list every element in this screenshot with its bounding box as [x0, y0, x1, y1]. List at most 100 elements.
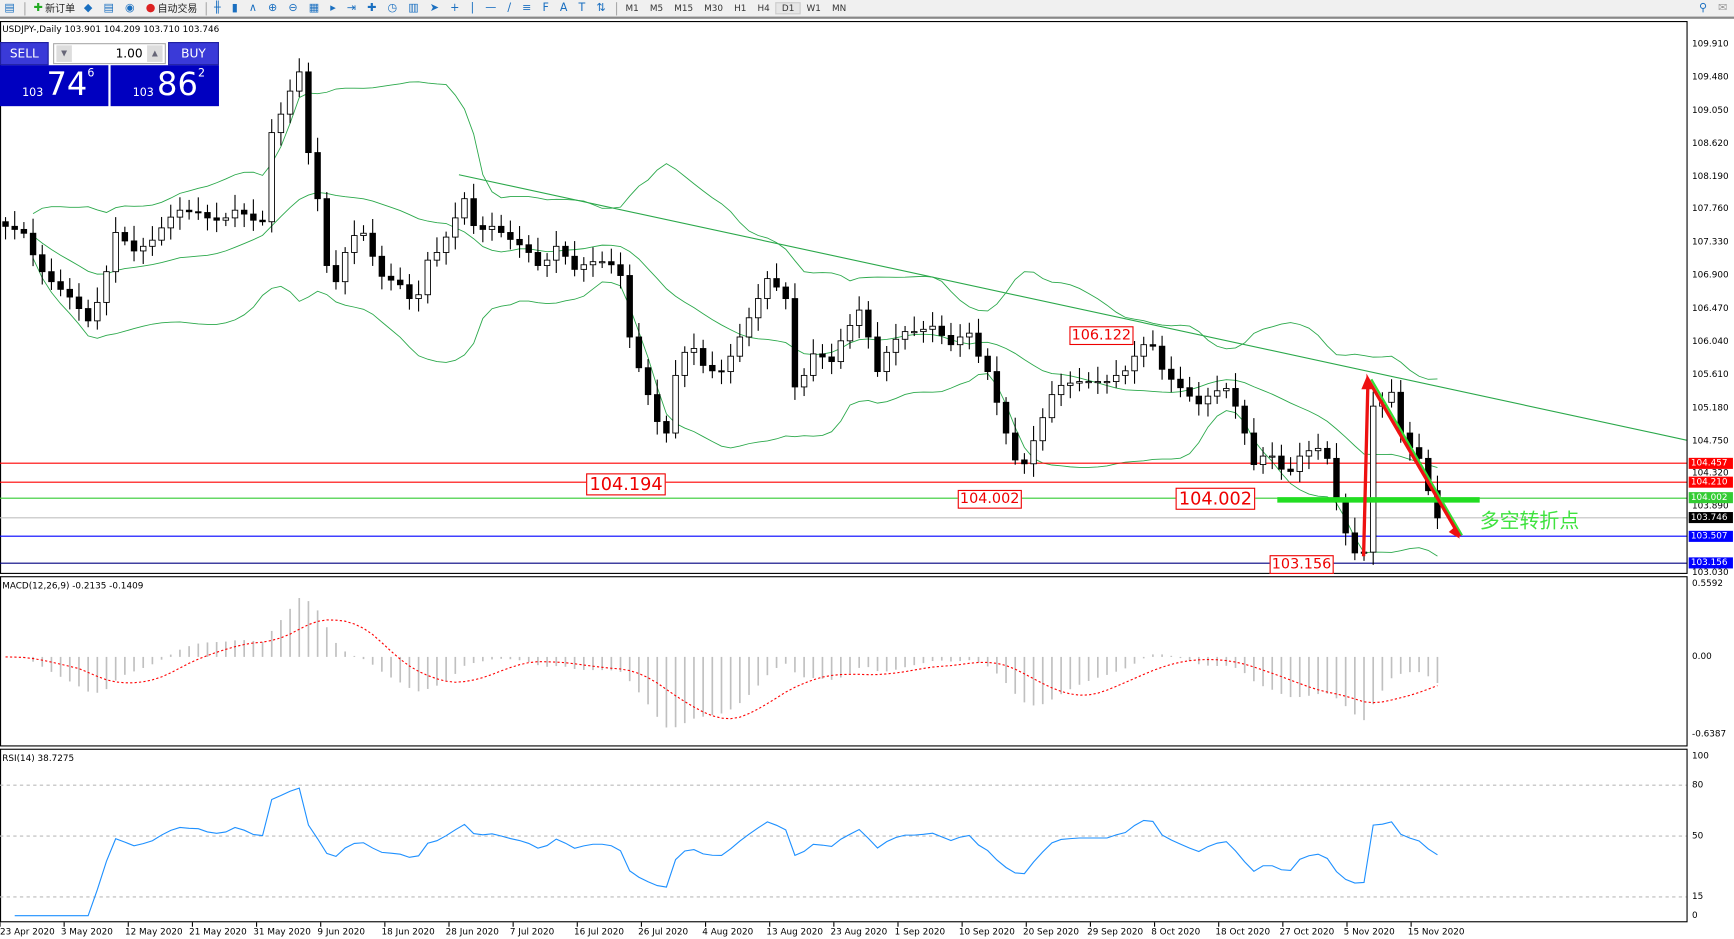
candle-body — [48, 271, 55, 283]
text-label-button[interactable]: T — [574, 1, 592, 16]
zoom-out-button[interactable]: ⊖ — [284, 1, 304, 16]
candle-body — [121, 232, 129, 242]
candle-body — [2, 221, 9, 227]
buy-button[interactable]: BUY — [168, 42, 219, 66]
indicators-icon: ✚ — [367, 2, 377, 15]
tile-icon: ▦ — [308, 2, 320, 15]
buy-price[interactable]: 103 86 2 — [110, 65, 219, 107]
price-axis-label: 107.330 — [1692, 236, 1729, 247]
candle-body — [1269, 455, 1276, 458]
history-button[interactable]: ▤ — [99, 1, 121, 16]
timeframe-mn[interactable]: MN — [831, 3, 847, 14]
candle-body — [213, 217, 220, 221]
bar-chart-button[interactable]: ╫ — [210, 1, 228, 16]
vertical-line-icon: | — [470, 2, 475, 15]
rsi-label: RSI(14) 38.7275 — [2, 753, 75, 764]
candle-body — [846, 325, 854, 342]
cursor-button[interactable]: ➤ — [425, 1, 445, 16]
price-axis-label: 104.750 — [1692, 435, 1729, 446]
chat-button[interactable]: ✉ — [1714, 1, 1734, 16]
candle-body — [1342, 497, 1349, 534]
candle-body — [1351, 532, 1359, 554]
candle-body — [1131, 355, 1138, 372]
candle-body — [1158, 345, 1166, 370]
candle-body — [240, 209, 248, 215]
periods-icon: ◷ — [387, 2, 398, 15]
crosshair-button[interactable]: + — [446, 1, 466, 16]
fibonacci-button[interactable]: F — [538, 1, 555, 16]
templates-button[interactable]: ▥ — [404, 1, 426, 16]
date-axis-label: 15 Nov 2020 — [1407, 926, 1465, 937]
candle-body — [433, 252, 441, 261]
date-axis-label: 18 Oct 2020 — [1215, 926, 1271, 937]
signal-button[interactable]: ◉ — [121, 1, 142, 16]
timeframe-m30[interactable]: M30 — [704, 3, 724, 14]
lot-size-input[interactable]: ▼ 1.00 ▲ — [53, 43, 166, 65]
candle-chart-button[interactable]: ▮ — [227, 1, 244, 16]
price-axis-label: 105.610 — [1692, 369, 1729, 380]
candle-body — [764, 278, 771, 300]
auto-trading-button[interactable]: ● 自动交易 — [141, 1, 202, 16]
timeframe-m15[interactable]: M15 — [674, 3, 694, 14]
candle-body — [1213, 390, 1221, 397]
sell-button[interactable]: SELL — [0, 42, 49, 66]
candle-body — [1140, 344, 1147, 357]
timeframe-d1[interactable]: D1 — [775, 2, 801, 15]
periods-button[interactable]: ◷ — [383, 1, 404, 16]
channel-button[interactable]: ≡ — [518, 1, 538, 16]
vertical-line-button[interactable]: | — [466, 1, 481, 16]
candle-body — [1223, 388, 1230, 392]
chart-shift-button[interactable]: ⇥ — [342, 1, 362, 16]
rsi-axis-label: 80 — [1692, 779, 1704, 790]
sell-price[interactable]: 103 74 6 — [0, 65, 109, 107]
candle-body — [727, 355, 734, 373]
tile-button[interactable]: ▦ — [304, 1, 326, 16]
candle-body — [911, 331, 918, 334]
toolbar-separator — [205, 1, 207, 15]
candle-body — [920, 328, 927, 333]
search-button[interactable]: ⚲ — [1695, 1, 1714, 16]
new-order-button[interactable]: ✚ 新订单 — [29, 1, 79, 16]
eraser-button[interactable]: ◆ — [79, 1, 99, 16]
decrease-lot-icon[interactable]: ▼ — [56, 45, 72, 62]
timeframe-h4[interactable]: H4 — [757, 3, 770, 14]
candle-body — [1388, 391, 1395, 403]
candle-body — [1002, 401, 1010, 434]
timeframe-h1[interactable]: H1 — [734, 3, 747, 14]
price-tag: 104.002 — [1688, 492, 1733, 504]
arrows-button[interactable]: ⇅ — [592, 1, 612, 16]
candle-body — [543, 259, 551, 266]
price-axis-label: 103.030 — [1692, 567, 1729, 578]
line-chart-button[interactable]: ∧ — [244, 1, 263, 16]
channel-icon: ≡ — [522, 2, 532, 15]
candle-body — [956, 336, 964, 346]
candle-chart-icon: ▮ — [231, 2, 238, 15]
candle-body — [938, 325, 945, 336]
indicators-button[interactable]: ✚ — [363, 1, 383, 16]
autoscroll-button[interactable]: ▸ — [326, 1, 343, 16]
templates-icon: ▥ — [408, 2, 419, 15]
timeframe-m1[interactable]: M1 — [625, 3, 639, 14]
candle-body — [865, 309, 872, 338]
candle-body — [11, 225, 18, 230]
candle-body — [29, 232, 37, 256]
candle-body — [167, 216, 174, 229]
main-chart-frame — [0, 21, 1688, 574]
bar-chart-icon: ╫ — [213, 2, 221, 15]
date-axis-label: 1 Sep 2020 — [894, 926, 946, 937]
timeframe-w1[interactable]: W1 — [806, 3, 821, 14]
toolbar-separator — [24, 1, 26, 15]
zoom-in-button[interactable]: ⊕ — [264, 1, 284, 16]
trendline-button[interactable]: / — [503, 1, 518, 16]
history-center-icon[interactable]: ▤ — [4, 2, 15, 15]
candle-body — [635, 336, 643, 369]
increase-lot-icon[interactable]: ▲ — [147, 45, 163, 62]
candle-body — [571, 255, 578, 270]
candle-body — [103, 271, 110, 303]
candle-body — [277, 113, 285, 134]
timeframe-m5[interactable]: M5 — [649, 3, 664, 14]
text-button[interactable]: A — [555, 1, 574, 16]
candle-body — [791, 298, 799, 388]
horizontal-line-button[interactable]: — — [481, 1, 503, 16]
